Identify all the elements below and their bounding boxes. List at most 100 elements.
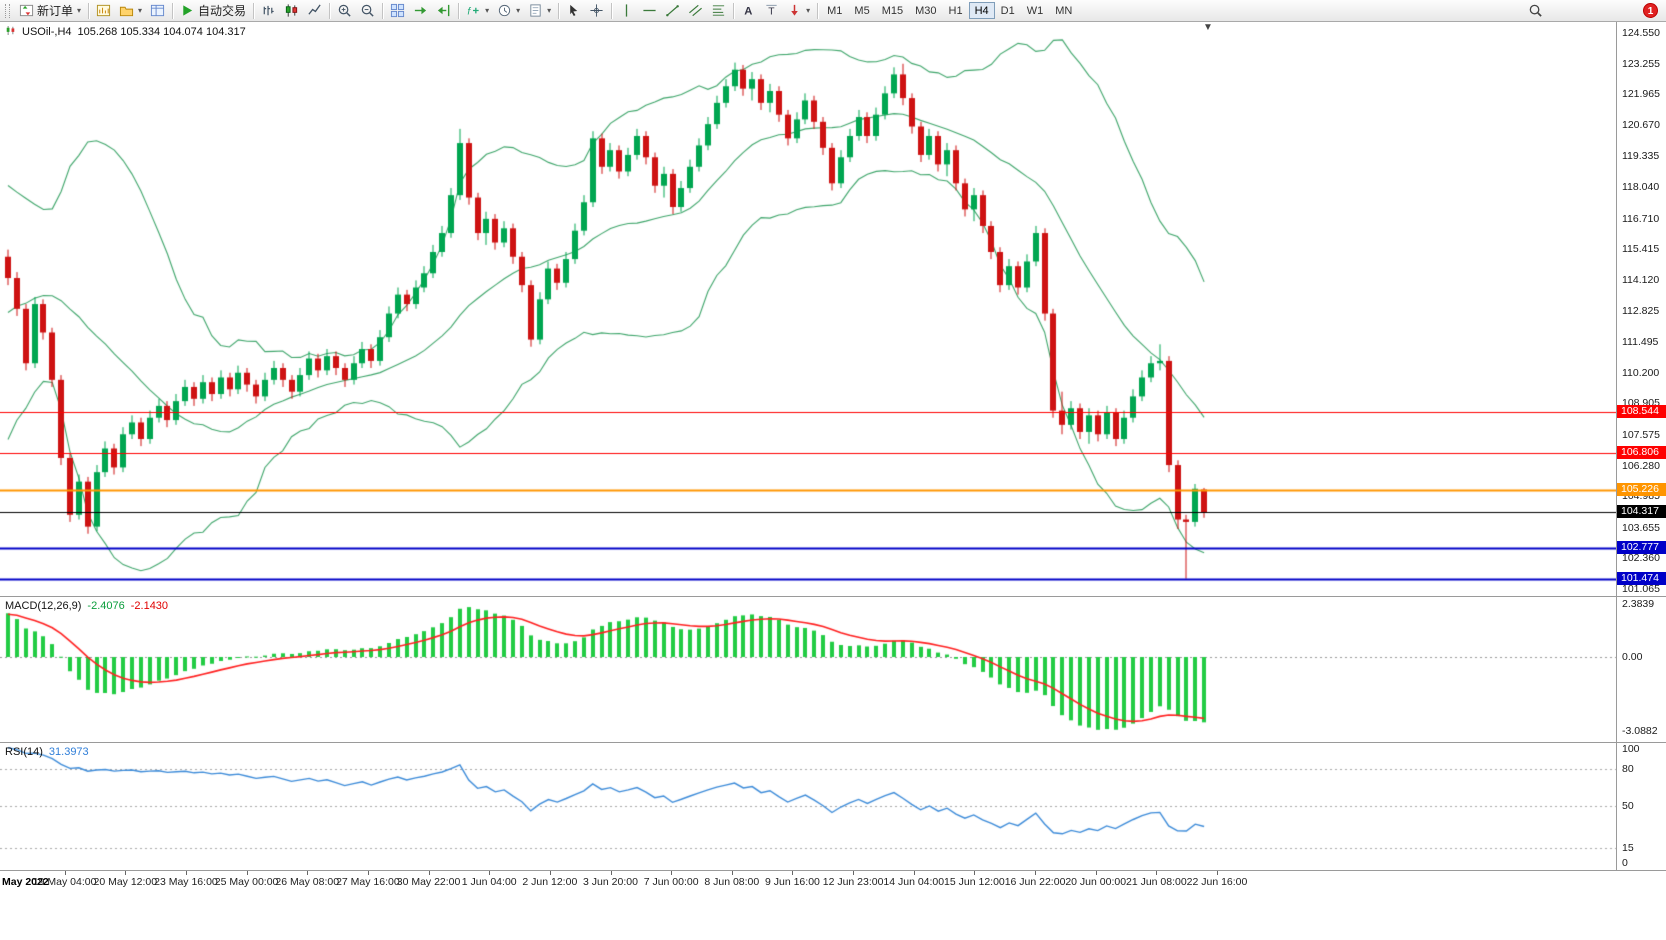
bar-chart-button[interactable] — [257, 1, 280, 20]
auto-scroll-button[interactable] — [409, 1, 432, 20]
candlestick-button[interactable] — [280, 1, 303, 20]
time-label: 9 Jun 16:00 — [764, 876, 820, 888]
vertical-line-button[interactable] — [615, 1, 638, 20]
autotrading-button[interactable]: 自动交易 — [176, 1, 250, 20]
timeframe-h1-button[interactable]: H1 — [943, 2, 969, 19]
new-order-icon — [19, 3, 34, 18]
toolbar-separator — [172, 2, 174, 19]
rsi-label: RSI(14) — [5, 746, 43, 758]
rsi-canvas[interactable] — [0, 743, 1616, 870]
timeframe-m1-button[interactable]: M1 — [821, 2, 848, 19]
time-axis-tick — [307, 871, 309, 875]
tile-windows-button[interactable] — [386, 1, 409, 20]
chevron-down-icon: ▾ — [547, 6, 552, 15]
resistance-upper-line-price-flag: 108.544 — [1617, 404, 1666, 418]
time-label: 26 May 08:00 — [275, 876, 340, 888]
timeframe-d1-button[interactable]: D1 — [995, 2, 1021, 19]
data-window-icon — [150, 3, 165, 18]
price-tick: 114.120 — [1622, 273, 1660, 286]
time-axis-tick — [549, 871, 551, 875]
macd-label: MACD(12,26,9) — [5, 600, 82, 612]
macd-panel-row: MACD(12,26,9) -2.4076 -2.1430 2.3839 0.00… — [0, 596, 1666, 742]
periods-icon — [497, 3, 512, 18]
search-icon — [1528, 3, 1543, 18]
label-icon: T — [764, 3, 779, 18]
price-tick: 101.065 — [1622, 583, 1660, 595]
toolbar-separator — [558, 2, 560, 19]
resistance-lower-line-price-flag: 106.806 — [1617, 446, 1666, 460]
time-label: 23 May 16:00 — [154, 876, 218, 888]
macd-axis-tick: 0.00 — [1622, 651, 1643, 663]
cursor-button[interactable] — [562, 1, 585, 20]
time-label: 27 May 16:00 — [336, 876, 400, 888]
fibonacci-icon — [711, 3, 726, 18]
rsi-plot[interactable]: RSI(14) 31.3973 — [0, 743, 1616, 870]
timeframe-w1-button[interactable]: W1 — [1021, 2, 1050, 19]
timeframe-mn-button[interactable]: MN — [1049, 2, 1078, 19]
zoom-in-button[interactable] — [333, 1, 356, 20]
vertical-line-icon — [619, 3, 634, 18]
timeframe-m15-button[interactable]: M15 — [876, 2, 909, 19]
price-scale[interactable]: 124.550 123.255 121.965 120.670 119.335 118.0… — [1616, 22, 1666, 596]
cursor-icon — [566, 3, 581, 18]
price-tick: 106.280 — [1622, 459, 1660, 472]
label-button[interactable]: T — [760, 1, 783, 20]
macd-scale[interactable]: 2.3839 0.00 -3.0882 — [1616, 597, 1666, 742]
candlestick-chart-canvas[interactable] — [0, 22, 1616, 596]
line-chart-button[interactable] — [303, 1, 326, 20]
horizontal-line-button[interactable] — [638, 1, 661, 20]
price-tick: 121.965 — [1622, 88, 1660, 101]
profiles-button[interactable]: ▾ — [115, 1, 146, 20]
time-axis-tick — [913, 871, 915, 875]
trendline-button[interactable] — [661, 1, 684, 20]
indicators-button[interactable]: f ▾ — [462, 1, 493, 20]
notification-badge[interactable]: 1 — [1643, 3, 1658, 18]
macd-canvas[interactable] — [0, 597, 1616, 742]
indicators-icon: f — [466, 3, 481, 18]
arrows-button[interactable]: ▾ — [783, 1, 814, 20]
time-label: 8 Jun 08:00 — [704, 876, 760, 888]
search-button[interactable] — [1524, 1, 1547, 20]
price-tick: 102.360 — [1622, 552, 1660, 565]
price-tick: 110.200 — [1622, 366, 1660, 379]
data-window-button[interactable] — [146, 1, 169, 20]
main-chart-plot[interactable]: USOil-,H4 105.268 105.334 104.074 104.31… — [0, 22, 1616, 596]
rsi-scale[interactable]: 100 80 50 15 0 — [1616, 743, 1666, 870]
time-label: 16 Jun 22:00 — [1004, 876, 1066, 888]
time-label: 21 Jun 08:00 — [1125, 876, 1187, 888]
timeframe-h4-button[interactable]: H4 — [968, 2, 995, 19]
toolbar: 新订单 ▾ ▾ 自动交易 f ▾ ▾ ▾ A T ▾ M1 M5 M15 M30 H1 H4 D1 W1 MN 1 — [0, 0, 1666, 22]
rsi-axis-tick: 100 — [1622, 743, 1640, 755]
price-tick: 111.495 — [1622, 336, 1659, 349]
support-lower-line-price-flag: 101.474 — [1617, 572, 1666, 586]
chart-shift-marker[interactable]: ▼ — [1203, 22, 1213, 33]
macd-plot[interactable]: MACD(12,26,9) -2.4076 -2.1430 — [0, 597, 1616, 742]
price-tick: 112.825 — [1622, 304, 1660, 317]
chevron-down-icon: ▾ — [516, 6, 521, 15]
rsi-axis-tick: 80 — [1622, 763, 1634, 776]
toolbar-separator — [329, 2, 331, 19]
toolbar-grip[interactable] — [5, 3, 10, 18]
toolbar-separator — [88, 2, 90, 19]
price-tick: 103.655 — [1622, 521, 1660, 534]
chevron-down-icon: ▾ — [485, 6, 490, 15]
macd-value: -2.4076 — [87, 600, 125, 612]
channel-icon — [688, 3, 703, 18]
fibonacci-button[interactable] — [707, 1, 730, 20]
time-label: 30 May 22:00 — [396, 876, 461, 888]
new-order-button[interactable]: 新订单 ▾ — [15, 1, 85, 20]
timeframe-m30-button[interactable]: M30 — [909, 2, 942, 19]
auto-scroll-icon — [413, 3, 428, 18]
zoom-out-button[interactable] — [356, 1, 379, 20]
crosshair-button[interactable] — [585, 1, 608, 20]
text-button[interactable]: A — [737, 1, 760, 20]
templates-button[interactable]: ▾ — [524, 1, 555, 20]
channel-button[interactable] — [684, 1, 707, 20]
chart-window-button[interactable] — [92, 1, 115, 20]
chart-shift-button[interactable] — [432, 1, 455, 20]
svg-text:T: T — [768, 6, 775, 17]
periods-button[interactable]: ▾ — [493, 1, 524, 20]
time-label: 22 Jun 16:00 — [1186, 876, 1248, 888]
timeframe-m5-button[interactable]: M5 — [848, 2, 875, 19]
time-axis[interactable]: May 2022 19 May 04:00 20 May 12:00 23 May 1… — [0, 870, 1666, 890]
